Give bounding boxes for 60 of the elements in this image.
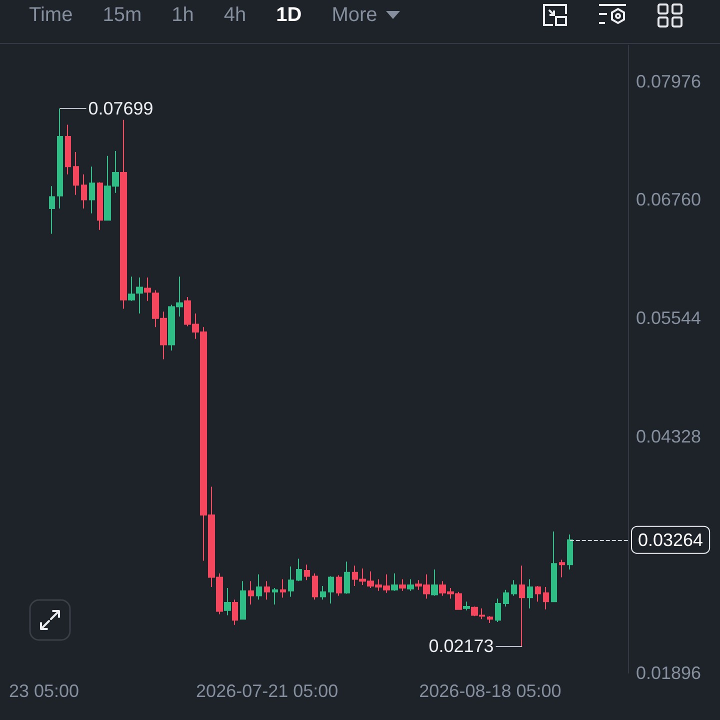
candlestick: [559, 559, 565, 578]
text: More: [332, 4, 378, 26]
candlestick: [312, 572, 318, 600]
text: 4h: [224, 4, 246, 26]
candlestick: [495, 598, 501, 623]
x-tick-label: 2026-08-18 05:00: [419, 681, 562, 701]
candlestick: [240, 580, 246, 620]
text: Time: [29, 4, 73, 26]
candlestick: [431, 568, 438, 596]
candlestick: [89, 166, 95, 214]
x-tick-label: 2026-07-21 05:00: [196, 681, 338, 701]
y-tick-label: 0.04328: [636, 426, 702, 446]
candlestick: [407, 578, 414, 592]
candlestick: [320, 586, 326, 600]
candlestick: [136, 277, 143, 314]
candlestick: [391, 572, 398, 592]
candlestick: [551, 531, 557, 602]
text: 1h: [172, 4, 194, 26]
candlestick: [65, 124, 71, 175]
candlestick: [280, 578, 286, 598]
candlestick: [519, 565, 525, 647]
candlestick: [535, 586, 541, 602]
candlestick: [73, 152, 79, 196]
candlestick: [224, 587, 231, 616]
annotation: 0.02173: [428, 636, 494, 656]
y-tick-label: 0.01896: [636, 663, 702, 683]
candlestick: [463, 601, 470, 611]
candlestick: [248, 580, 254, 605]
candlestick: [543, 586, 549, 610]
candlestick: [336, 574, 342, 596]
candlestick: [399, 578, 406, 592]
candlestick: [527, 578, 533, 609]
annotation: 0.07699: [88, 98, 154, 118]
ref-line-label: 0.03264: [638, 530, 704, 550]
candlestick: [57, 108, 63, 209]
y-tick-label: 0.05544: [636, 308, 702, 328]
candlestick: [232, 599, 238, 626]
candlestick: [97, 182, 103, 230]
candlestick: [328, 576, 334, 604]
candlestick: [296, 558, 302, 582]
candlestick: [256, 574, 262, 600]
x-tick-label: 23 05:00: [8, 681, 80, 701]
text: 1D: [276, 4, 302, 26]
y-tick-label: 0.07976: [636, 71, 702, 92]
candlestick: [344, 561, 350, 594]
y-tick-label: 0.06760: [636, 190, 702, 210]
candlestick: [264, 580, 270, 600]
candlestick: [272, 587, 278, 605]
candlestick: [567, 534, 573, 570]
candlestick: [128, 276, 135, 302]
candlestick: [81, 174, 87, 209]
candlestick: [288, 566, 294, 598]
candlestick: [144, 277, 151, 302]
candlestick: [503, 589, 509, 607]
candlestick: [304, 564, 310, 581]
candlestick: [49, 186, 55, 234]
candlestick: [511, 580, 517, 596]
text: 15m: [102, 4, 142, 26]
candlestick: [120, 119, 127, 310]
candlestick: [487, 616, 493, 624]
